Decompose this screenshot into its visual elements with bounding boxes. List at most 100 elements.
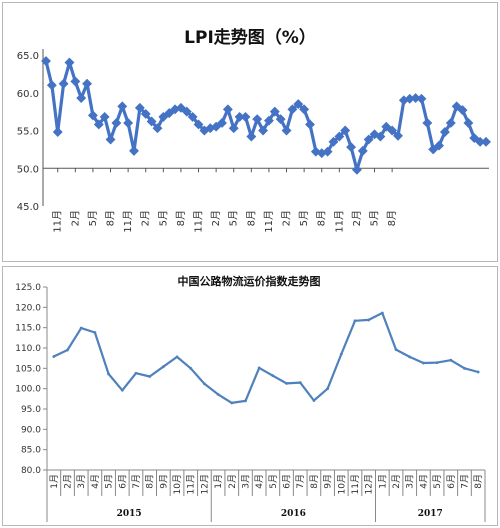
- freight-index-data-point: [422, 361, 425, 365]
- freight-index-data-point: [161, 365, 165, 369]
- x-tick-label: 11月: [263, 210, 275, 233]
- lpi-data-point: [41, 56, 51, 66]
- lpi-data-point: [258, 125, 269, 136]
- freight-index-data-point: [298, 381, 302, 384]
- freight-index-data-point: [257, 366, 261, 370]
- lpi-series-line: [44, 60, 486, 172]
- freight-index-data-point: [285, 381, 288, 385]
- x-tick-label: 9月: [323, 474, 334, 489]
- lpi-data-point: [363, 134, 374, 145]
- x-tick-label: 12月: [199, 474, 210, 494]
- lpi-chart-panel: LPI走势图（%） 65.0 60.0 55.0 50.0 45.0 11月 2月 5月 8月 1…: [2, 2, 498, 262]
- freight-index-data-point: [93, 331, 97, 334]
- x-tick-label: 2月: [63, 474, 74, 489]
- freight-index-data-point: [120, 388, 124, 392]
- freight-index-data-point: [216, 392, 220, 396]
- lpi-data-point: [222, 104, 233, 115]
- x-tick-label: 5月: [369, 210, 381, 226]
- x-tick-label: 2月: [140, 210, 152, 226]
- lpi-data-point: [439, 127, 450, 137]
- x-tick-label: 4月: [254, 474, 265, 489]
- x-tick-label: 7月: [131, 474, 142, 489]
- year-label: 2015: [117, 509, 142, 519]
- x-tick-label: 11月: [333, 210, 345, 233]
- lpi-data-point: [129, 145, 139, 156]
- freight-index-data-point: [244, 399, 247, 403]
- x-tick-label: 11月: [350, 474, 361, 494]
- freight-index-data-point: [435, 361, 439, 365]
- lpi-data-point: [87, 110, 98, 121]
- freight-index-chart-title: 中国公路物流运价指数走势图: [178, 274, 321, 288]
- lpi-data-point: [351, 164, 362, 175]
- freight-index-data-point: [175, 355, 179, 359]
- lpi-data-point: [481, 136, 491, 147]
- freight-index-data-point: [408, 355, 412, 359]
- x-tick-label: 5月: [104, 474, 115, 489]
- x-tick-label: 3月: [405, 474, 416, 489]
- x-tick-label: 2月: [69, 210, 81, 226]
- lpi-data-point: [187, 111, 198, 122]
- lpi-data-point: [76, 93, 87, 103]
- lpi-data-point: [52, 127, 63, 137]
- x-tick-label: 5月: [432, 474, 443, 489]
- lpi-data-point: [64, 57, 75, 68]
- lpi-data-point: [123, 118, 134, 128]
- lpi-data-point: [82, 78, 93, 89]
- lpi-data-point: [93, 119, 104, 130]
- x-tick-label: 3月: [76, 474, 87, 489]
- y-tick-label: 105.0: [15, 364, 41, 374]
- freight-index-chart: 中国公路物流运价指数走势图 125.0 120.0 115.0 110.0 105.0 1…: [15, 274, 486, 522]
- x-tick-label: 5月: [87, 210, 99, 226]
- freight-index-data-point: [463, 366, 466, 370]
- freight-index-data-point: [476, 370, 480, 374]
- lpi-data-point: [475, 136, 486, 147]
- lpi-data-point: [240, 111, 251, 122]
- freight-index-data-point: [367, 318, 371, 322]
- lpi-data-point: [322, 146, 333, 157]
- x-tick-label: 8月: [145, 474, 156, 489]
- x-tick-label: 2月: [391, 474, 402, 489]
- freight-index-data-point: [394, 348, 398, 352]
- x-tick-label: 6月: [282, 474, 293, 489]
- lpi-data-point: [46, 80, 57, 91]
- freight-index-data-point: [203, 382, 206, 386]
- x-tick-label: 10月: [336, 474, 347, 494]
- lpi-data-point: [70, 76, 81, 87]
- x-tick-label: 2月: [281, 210, 293, 226]
- x-tick-label: 8月: [175, 210, 187, 226]
- lpi-data-point: [357, 145, 368, 156]
- x-tick-label: 10月: [172, 474, 183, 494]
- x-tick-label: 8月: [309, 474, 320, 489]
- lpi-data-point: [140, 108, 151, 119]
- lpi-data-point: [340, 125, 351, 136]
- y-tick-label: 115.0: [15, 324, 41, 334]
- lpi-chart: LPI走势图（%） 65.0 60.0 55.0 50.0 45.0 11月 2月 5月 8月 1…: [17, 27, 491, 233]
- lpi-data-point: [422, 118, 433, 128]
- lpi-data-point: [246, 131, 257, 142]
- year-label: 2017: [418, 509, 443, 519]
- freight-index-data-point: [52, 355, 56, 358]
- lpi-data-point: [334, 131, 345, 142]
- x-tick-label: 7月: [459, 474, 470, 489]
- lpi-data-point: [117, 101, 128, 112]
- x-tick-label: 7月: [295, 474, 306, 489]
- lpi-data-point: [105, 134, 116, 145]
- freight-index-data-point: [353, 319, 357, 323]
- x-tick-label: 1月: [377, 474, 388, 489]
- lpi-data-point: [181, 106, 192, 117]
- freight-index-series-line: [53, 311, 479, 404]
- x-tick-label: 9月: [158, 474, 169, 489]
- freight-index-data-point: [79, 326, 83, 330]
- y-tick-label: 120.0: [15, 303, 41, 313]
- year-label: 2016: [281, 509, 306, 519]
- freight-index-data-point: [271, 374, 275, 378]
- x-tick-label: 5月: [268, 474, 279, 489]
- y-tick-label: 80.0: [21, 466, 41, 476]
- freight-index-data-point: [134, 371, 138, 375]
- x-tick-label: 6月: [117, 474, 128, 489]
- lpi-data-point: [146, 116, 157, 127]
- x-tick-label: 4月: [418, 474, 429, 489]
- freight-index-data-point: [326, 387, 329, 391]
- lpi-data-point: [281, 125, 292, 136]
- x-tick-label: 5月: [298, 210, 310, 226]
